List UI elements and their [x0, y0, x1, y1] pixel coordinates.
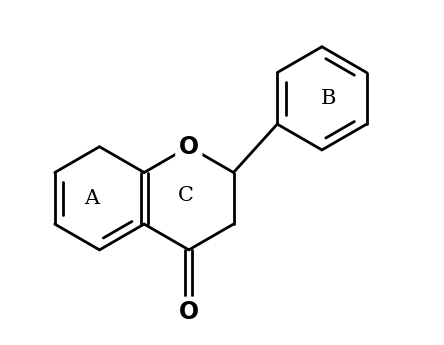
Text: O: O — [179, 300, 199, 324]
Text: C: C — [178, 186, 194, 205]
Text: O: O — [179, 135, 199, 159]
Text: B: B — [321, 89, 336, 108]
Text: A: A — [84, 189, 99, 208]
